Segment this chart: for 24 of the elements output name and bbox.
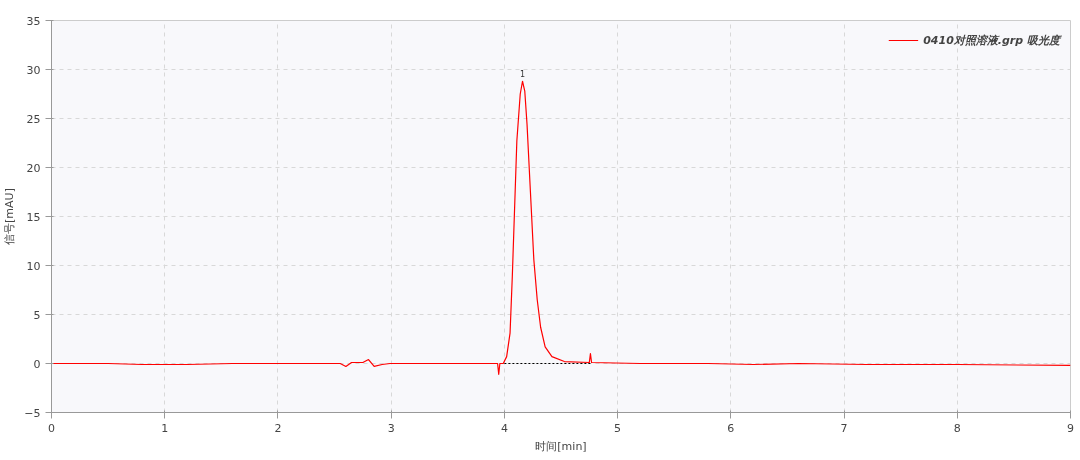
x-tick-label: 6 (727, 421, 735, 435)
y-tick-label: 5 (33, 308, 41, 322)
y-axis-title: 信号[mAU] (3, 188, 17, 245)
y-tick-label: 20 (26, 161, 41, 175)
y-tick-label: 0 (33, 357, 41, 371)
x-tick-label: 3 (387, 421, 395, 435)
y-tick-label: 10 (26, 259, 41, 273)
x-tick-label: 1 (161, 421, 169, 435)
x-tick-label: 0 (48, 421, 55, 435)
x-tick-label: 2 (274, 421, 282, 435)
y-tick-label: −5 (24, 406, 41, 420)
x-tick-label: 7 (840, 421, 848, 435)
x-tick-label: 5 (614, 421, 622, 435)
y-tick-label: 25 (26, 112, 41, 126)
y-tick-label: 35 (26, 14, 41, 28)
y-tick-label: 15 (26, 210, 41, 224)
line-series (51, 80, 1071, 375)
x-tick-label: 4 (500, 421, 508, 435)
annotation: 1 (519, 70, 526, 80)
x-tick-label: 9 (1067, 421, 1074, 435)
y-tick-label: 30 (26, 63, 41, 77)
legend-label: 0410对照溶液.grp 吸光度 (923, 32, 1060, 48)
x-tick-label: 8 (953, 421, 961, 435)
x-axis-title: 时间[min] (535, 439, 587, 453)
